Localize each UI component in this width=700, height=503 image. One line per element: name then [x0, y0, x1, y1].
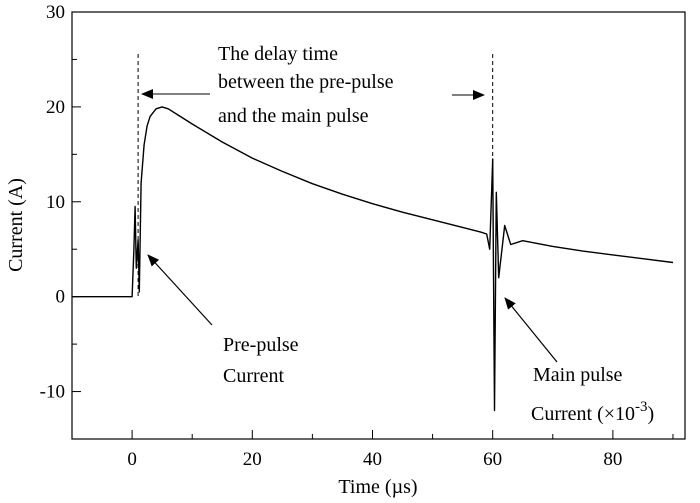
y-ticks: -10 0 10 20 30	[40, 2, 81, 440]
main-pulse-label-line1: Main pulse	[533, 364, 623, 386]
x-axis-label: Time (µs)	[338, 476, 417, 498]
main-pulse-label-line2: Current (×10-3)	[531, 399, 654, 425]
y-tick-label: 30	[46, 2, 65, 23]
current-trace	[72, 106, 674, 412]
delay-annotation-line1: The delay time	[218, 43, 338, 65]
delay-annotation-line3: and the main pulse	[218, 105, 369, 127]
y-tick-label: 0	[56, 287, 66, 308]
x-tick-label: 60	[483, 449, 502, 470]
y-axis-label: Current (A)	[5, 178, 27, 272]
pre-pulse-arrow	[147, 254, 213, 326]
x-tick-label: 20	[243, 449, 262, 470]
main-pulse-label-text: Current (×10	[531, 403, 635, 425]
main-pulse-label-exponent: -3	[635, 399, 648, 415]
y-tick-label: 10	[46, 192, 65, 213]
y-tick-label: -10	[40, 382, 65, 403]
x-tick-label: 40	[363, 449, 382, 470]
main-pulse-arrow	[504, 297, 558, 363]
x-ticks: 0 20 40 60 80	[71, 430, 674, 470]
y-tick-label: 20	[46, 97, 65, 118]
delay-annotation-line2: between the pre-pulse	[218, 71, 394, 93]
pre-pulse-label-line1: Pre-pulse	[223, 334, 299, 356]
pre-pulse-label-line2: Current	[223, 365, 285, 387]
main-pulse-label-close: )	[648, 403, 655, 425]
x-tick-label: 80	[603, 449, 622, 470]
x-tick-label: 0	[127, 449, 137, 470]
plot-frame	[71, 11, 686, 440]
